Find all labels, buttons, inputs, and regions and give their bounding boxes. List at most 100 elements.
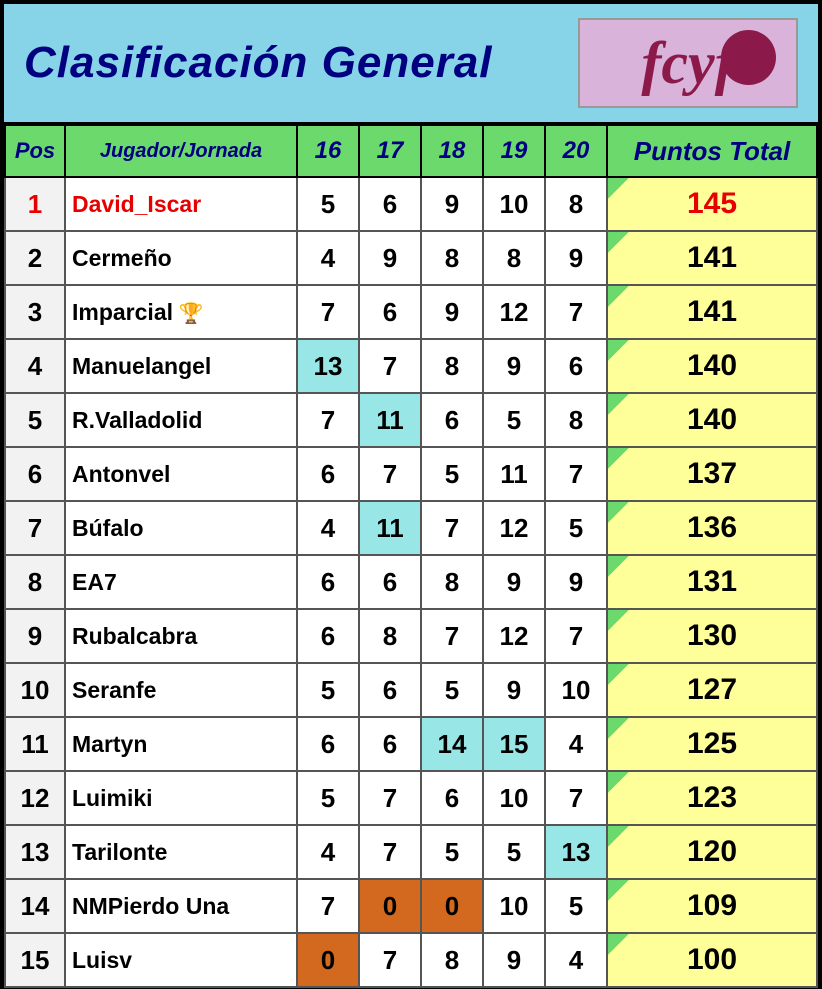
score-cell: 6 bbox=[297, 717, 359, 771]
player-cell: David_Iscar bbox=[65, 177, 297, 231]
pos-cell: 12 bbox=[5, 771, 65, 825]
score-cell: 4 bbox=[297, 231, 359, 285]
table-row: 11Martyn6614154125 bbox=[5, 717, 817, 771]
score-cell: 15 bbox=[483, 717, 545, 771]
player-cell: Búfalo bbox=[65, 501, 297, 555]
score-cell: 8 bbox=[359, 609, 421, 663]
table-row: 13Tarilonte475513120 bbox=[5, 825, 817, 879]
score-cell: 6 bbox=[297, 555, 359, 609]
pos-cell: 7 bbox=[5, 501, 65, 555]
table-row: 14NMPierdo Una700105109 bbox=[5, 879, 817, 933]
col-header-j17: 17 bbox=[359, 125, 421, 177]
score-cell: 9 bbox=[545, 555, 607, 609]
score-cell: 11 bbox=[483, 447, 545, 501]
standings-table: Pos Jugador/Jornada 16 17 18 19 20 Punto… bbox=[4, 124, 818, 988]
pos-cell: 15 bbox=[5, 933, 65, 987]
total-cell: 123 bbox=[607, 771, 817, 825]
table-body: 1David_Iscar5691081452Cermeño498891413Im… bbox=[5, 177, 817, 987]
score-cell: 10 bbox=[545, 663, 607, 717]
score-cell: 5 bbox=[421, 447, 483, 501]
total-cell: 120 bbox=[607, 825, 817, 879]
page-title: Clasificación General bbox=[24, 38, 578, 88]
logo-text: fcyf bbox=[641, 29, 734, 98]
score-cell: 11 bbox=[359, 393, 421, 447]
score-cell: 7 bbox=[297, 393, 359, 447]
score-cell: 12 bbox=[483, 285, 545, 339]
col-header-j19: 19 bbox=[483, 125, 545, 177]
score-cell: 8 bbox=[545, 177, 607, 231]
total-cell: 137 bbox=[607, 447, 817, 501]
total-cell: 109 bbox=[607, 879, 817, 933]
score-cell: 9 bbox=[421, 285, 483, 339]
pos-cell: 8 bbox=[5, 555, 65, 609]
score-cell: 5 bbox=[483, 393, 545, 447]
score-cell: 6 bbox=[421, 393, 483, 447]
pos-cell: 11 bbox=[5, 717, 65, 771]
score-cell: 5 bbox=[545, 879, 607, 933]
score-cell: 5 bbox=[297, 663, 359, 717]
score-cell: 5 bbox=[421, 663, 483, 717]
col-header-player: Jugador/Jornada bbox=[65, 125, 297, 177]
score-cell: 0 bbox=[421, 879, 483, 933]
score-cell: 4 bbox=[545, 717, 607, 771]
col-header-total: Puntos Total bbox=[607, 125, 817, 177]
table-row: 3Imparcial 🏆769127141 bbox=[5, 285, 817, 339]
player-cell: Cermeño bbox=[65, 231, 297, 285]
score-cell: 9 bbox=[545, 231, 607, 285]
total-cell: 136 bbox=[607, 501, 817, 555]
pos-cell: 5 bbox=[5, 393, 65, 447]
total-cell: 127 bbox=[607, 663, 817, 717]
score-cell: 6 bbox=[359, 717, 421, 771]
table-row: 4Manuelangel137896140 bbox=[5, 339, 817, 393]
score-cell: 6 bbox=[421, 771, 483, 825]
score-cell: 0 bbox=[297, 933, 359, 987]
col-header-pos: Pos bbox=[5, 125, 65, 177]
score-cell: 5 bbox=[421, 825, 483, 879]
pos-cell: 6 bbox=[5, 447, 65, 501]
table-row: 1David_Iscar569108145 bbox=[5, 177, 817, 231]
score-cell: 8 bbox=[421, 339, 483, 393]
score-cell: 5 bbox=[483, 825, 545, 879]
col-header-j16: 16 bbox=[297, 125, 359, 177]
score-cell: 4 bbox=[297, 501, 359, 555]
player-cell: Luisv bbox=[65, 933, 297, 987]
score-cell: 13 bbox=[545, 825, 607, 879]
pos-cell: 9 bbox=[5, 609, 65, 663]
score-cell: 6 bbox=[545, 339, 607, 393]
player-cell: R.Valladolid bbox=[65, 393, 297, 447]
score-cell: 12 bbox=[483, 609, 545, 663]
table-header-row: Pos Jugador/Jornada 16 17 18 19 20 Punto… bbox=[5, 125, 817, 177]
player-cell: Rubalcabra bbox=[65, 609, 297, 663]
score-cell: 10 bbox=[483, 177, 545, 231]
player-cell: Martyn bbox=[65, 717, 297, 771]
score-cell: 6 bbox=[359, 663, 421, 717]
pos-cell: 2 bbox=[5, 231, 65, 285]
table-row: 10Seranfe565910127 bbox=[5, 663, 817, 717]
total-cell: 141 bbox=[607, 231, 817, 285]
score-cell: 4 bbox=[297, 825, 359, 879]
pos-cell: 13 bbox=[5, 825, 65, 879]
score-cell: 8 bbox=[545, 393, 607, 447]
pos-cell: 4 bbox=[5, 339, 65, 393]
table-row: 8EA766899131 bbox=[5, 555, 817, 609]
score-cell: 7 bbox=[545, 609, 607, 663]
total-cell: 125 bbox=[607, 717, 817, 771]
player-cell: Luimiki bbox=[65, 771, 297, 825]
score-cell: 13 bbox=[297, 339, 359, 393]
player-cell: EA7 bbox=[65, 555, 297, 609]
score-cell: 10 bbox=[483, 771, 545, 825]
score-cell: 7 bbox=[421, 501, 483, 555]
score-cell: 9 bbox=[421, 177, 483, 231]
score-cell: 9 bbox=[483, 933, 545, 987]
pos-cell: 10 bbox=[5, 663, 65, 717]
score-cell: 9 bbox=[483, 663, 545, 717]
score-cell: 8 bbox=[421, 933, 483, 987]
total-cell: 131 bbox=[607, 555, 817, 609]
score-cell: 5 bbox=[545, 501, 607, 555]
score-cell: 5 bbox=[297, 177, 359, 231]
col-header-j20: 20 bbox=[545, 125, 607, 177]
score-cell: 8 bbox=[421, 231, 483, 285]
total-cell: 141 bbox=[607, 285, 817, 339]
col-header-j18: 18 bbox=[421, 125, 483, 177]
score-cell: 8 bbox=[421, 555, 483, 609]
